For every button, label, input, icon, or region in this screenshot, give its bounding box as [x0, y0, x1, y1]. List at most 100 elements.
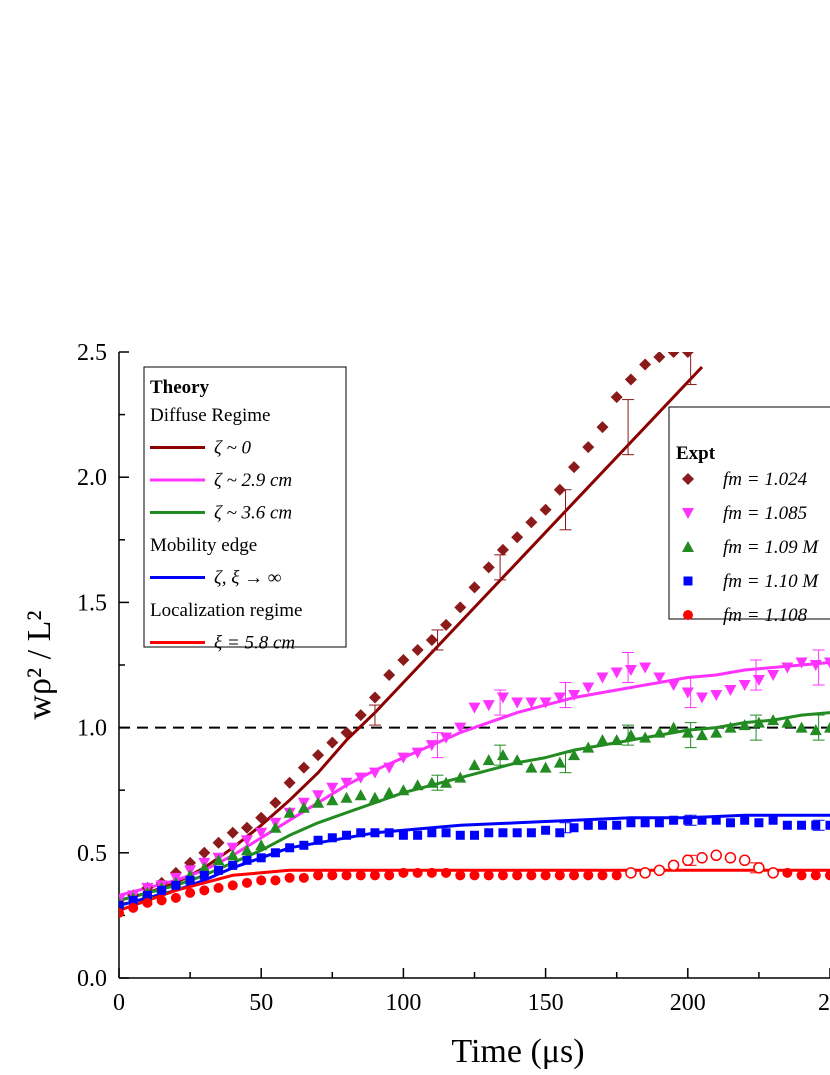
data-point [624, 729, 637, 741]
data-point [724, 685, 737, 697]
data-point [270, 875, 281, 886]
data-point [512, 828, 522, 838]
data-point [511, 531, 524, 544]
data-point [468, 759, 481, 771]
data-point [326, 782, 339, 794]
data-point [553, 692, 566, 704]
data-point [170, 892, 181, 903]
data-point [312, 796, 325, 808]
expt-legend-label: fm = 1.024 [723, 469, 808, 490]
data-point [597, 820, 607, 830]
data-point [327, 870, 338, 881]
theory-legend-header: Localization regime [150, 600, 302, 621]
data-point [768, 815, 778, 825]
data-point [497, 870, 508, 881]
series-circle [119, 849, 830, 918]
data-point [653, 726, 666, 738]
data-point [754, 818, 764, 828]
data-point [285, 843, 295, 853]
data-point [681, 726, 694, 738]
data-point [384, 870, 395, 881]
data-point [214, 865, 224, 875]
data-point [767, 867, 779, 879]
data-point [312, 749, 325, 762]
data-point [469, 870, 480, 881]
data-point [796, 870, 807, 881]
data-point [198, 861, 211, 873]
data-point [824, 721, 830, 733]
data-point [255, 839, 268, 851]
data-point [426, 867, 437, 878]
data-point [525, 697, 538, 709]
theory-legend-box [143, 366, 347, 648]
data-point [384, 828, 394, 838]
data-point [496, 749, 509, 761]
data-point [681, 687, 694, 699]
data-point [255, 827, 268, 839]
data-point [568, 690, 581, 702]
data-point [341, 870, 352, 881]
theory-curve [119, 868, 830, 912]
data-point [284, 872, 295, 883]
data-point [455, 830, 465, 840]
data-point [669, 815, 679, 825]
data-point [653, 864, 666, 877]
data-point [226, 842, 239, 854]
data-point [569, 823, 579, 833]
data-point [555, 828, 565, 838]
data-point [368, 767, 381, 779]
data-point [185, 887, 196, 898]
x-tick-label: 100 [385, 990, 421, 1016]
data-point [825, 820, 830, 830]
data-point [370, 828, 380, 838]
data-point [782, 820, 792, 830]
data-point [511, 754, 524, 766]
data-point [413, 830, 423, 840]
data-point [142, 890, 152, 900]
theory-curve [119, 661, 830, 897]
data-point [539, 503, 552, 516]
data-point [425, 776, 438, 788]
data-point [539, 761, 552, 773]
y-tick-label: 0.5 [77, 841, 107, 867]
data-point [752, 675, 765, 687]
data-point [425, 633, 438, 646]
data-point [582, 682, 595, 694]
data-point [157, 885, 167, 895]
data-point [696, 729, 709, 741]
theory-legend-header: Mobility edge [150, 535, 257, 556]
data-point [496, 692, 509, 704]
data-point [398, 867, 409, 878]
data-point [596, 734, 609, 746]
data-point [724, 852, 737, 864]
data-point [368, 691, 381, 704]
data-point [525, 761, 538, 773]
data-point [810, 870, 821, 881]
expt-legend-marker [682, 541, 694, 552]
data-point [340, 791, 353, 803]
axes [118, 351, 830, 979]
data-point [553, 483, 566, 496]
data-point [611, 870, 622, 881]
data-point [725, 818, 735, 828]
data-point [484, 828, 494, 838]
expt-legend-marker [682, 473, 694, 485]
data-point [454, 601, 467, 614]
data-point [156, 895, 167, 906]
data-point [738, 719, 751, 731]
data-point [468, 581, 481, 594]
data-point [482, 700, 495, 712]
data-point [383, 762, 396, 774]
data-point [240, 821, 253, 834]
data-point [312, 790, 325, 802]
data-point [128, 902, 139, 913]
data-point [782, 867, 793, 878]
data-point [342, 830, 352, 840]
x-tick-label: 25 [818, 990, 830, 1016]
data-point [753, 862, 765, 874]
data-point [625, 867, 637, 879]
data-point [541, 825, 551, 835]
data-point [256, 875, 267, 886]
data-point [610, 667, 623, 679]
data-point [696, 852, 708, 864]
